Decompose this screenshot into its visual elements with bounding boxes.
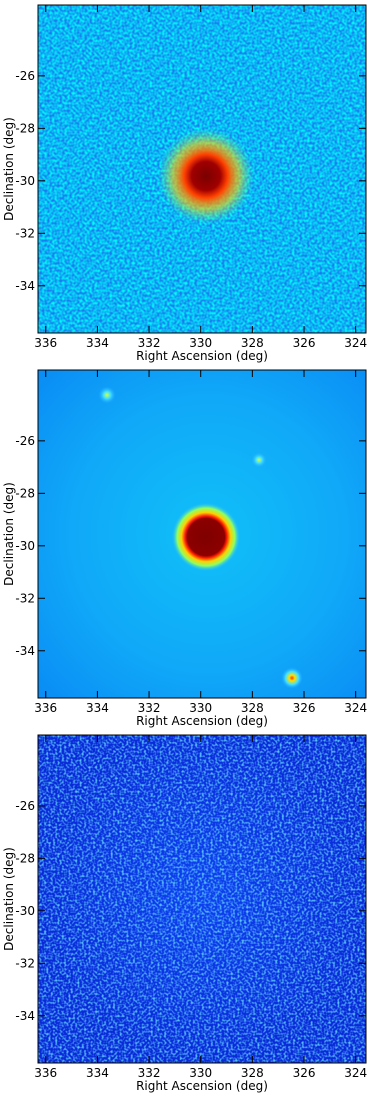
x-tick-label: 336	[34, 701, 57, 715]
model-map	[38, 370, 366, 698]
plot-frame	[37, 369, 367, 699]
x-tick-label: 330	[189, 701, 212, 715]
y-tick-label: -32	[15, 226, 35, 240]
y-tick-label: -30	[15, 904, 35, 918]
x-tick-label: 326	[293, 336, 316, 350]
x-tick-label: 332	[138, 336, 161, 350]
plot-frame	[37, 4, 367, 334]
x-tick-label: 332	[138, 701, 161, 715]
y-tick-label: -28	[15, 486, 35, 500]
plot-frame	[37, 734, 367, 1064]
y-tick-label: -30	[15, 174, 35, 188]
y-tick-label: -34	[15, 279, 35, 293]
x-tick-label: 334	[86, 1066, 109, 1080]
y-axis-label: Declination (deg)	[2, 117, 16, 221]
x-tick-label: 324	[344, 336, 367, 350]
y-tick-label: -32	[15, 591, 35, 605]
x-axis-label: Right Ascension (deg)	[136, 349, 268, 363]
y-tick-label: -28	[15, 121, 35, 135]
x-tick-label: 328	[241, 336, 264, 350]
counts-map	[38, 5, 366, 333]
y-tick-label: -28	[15, 851, 35, 865]
y-axis-label: Declination (deg)	[2, 482, 16, 586]
x-tick-label: 332	[138, 1066, 161, 1080]
x-tick-label: 326	[293, 1066, 316, 1080]
x-tick-label: 336	[34, 336, 57, 350]
x-tick-label: 328	[241, 1066, 264, 1080]
x-tick-label: 334	[86, 701, 109, 715]
y-tick-label: -32	[15, 956, 35, 970]
x-tick-label: 330	[189, 1066, 212, 1080]
y-tick-label: -34	[15, 644, 35, 658]
residual-map	[38, 735, 366, 1063]
x-tick-label: 330	[189, 336, 212, 350]
y-tick-label: -34	[15, 1009, 35, 1023]
y-tick-label: -30	[15, 539, 35, 553]
y-tick-label: -26	[15, 69, 35, 83]
y-axis-label: Declination (deg)	[2, 847, 16, 951]
x-tick-label: 336	[34, 1066, 57, 1080]
x-tick-label: 324	[344, 701, 367, 715]
y-tick-label: -26	[15, 434, 35, 448]
x-axis-label: Right Ascension (deg)	[136, 714, 268, 728]
x-tick-label: 328	[241, 701, 264, 715]
x-tick-label: 324	[344, 1066, 367, 1080]
x-axis-label: Right Ascension (deg)	[136, 1079, 268, 1093]
y-tick-label: -26	[15, 799, 35, 813]
x-tick-label: 326	[293, 701, 316, 715]
x-tick-label: 334	[86, 336, 109, 350]
